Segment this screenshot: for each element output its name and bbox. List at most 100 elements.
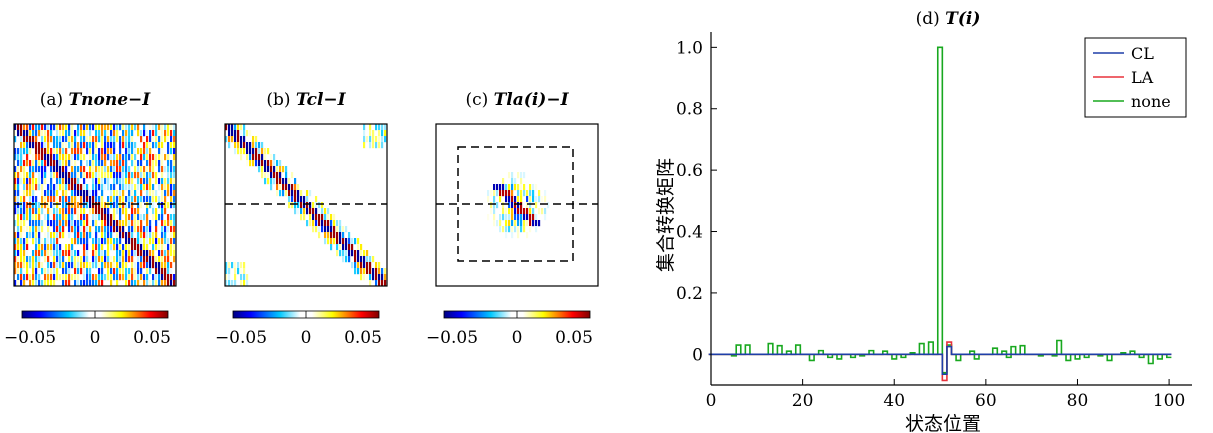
heatmap-a-cell [14,244,17,251]
heatmap-a-cell [92,196,95,203]
heatmap-a-cell [170,238,173,245]
heatmap-a-cell [125,268,128,275]
heatmap-a-cell [53,142,56,149]
heatmap-b-cell [333,238,336,245]
heatmap-a-cell [89,262,92,269]
heatmap-a-cell [14,196,17,203]
heatmap-c-cell [487,214,490,221]
heatmap-c-cell [511,178,514,185]
heatmap-b-cell [297,196,300,203]
heatmap-c-cell [505,184,508,191]
heatmap-a-cell [14,268,17,275]
heatmap-a-cell [125,142,128,149]
heatmap-a-cell [98,274,101,281]
heatmap-b-cell [267,166,270,173]
heatmap-a-cell [65,154,68,161]
heatmap-a-cell [95,238,98,245]
heatmap-a-cell [140,250,143,257]
heatmap-a-cell [14,136,17,143]
heatmap-c-cell [511,214,514,221]
heatmap-a-cell [116,124,119,131]
heatmap-a-cell [38,232,41,239]
heatmap-a-cell [59,130,62,137]
heatmap-b-cell [255,142,258,149]
heatmap-b-cell [273,172,276,179]
heatmap-a-cell [173,142,176,149]
heatmap-a-cell [98,280,101,286]
heatmap-a-cell [35,160,38,167]
heatmap-a-cell [98,250,101,257]
heatmap-a-cell [122,262,125,269]
heatmap-a-cell [50,238,53,245]
y-tick-label: 0.4 [676,223,703,243]
heatmap-a-cell [29,190,32,197]
heatmap-a-cell [170,244,173,251]
heatmap-c-cell [499,220,502,227]
heatmap-a-cell [143,280,146,286]
heatmap-a-cell [116,136,119,143]
heatmap-a-cell [110,148,113,155]
heatmap-a-cell [20,262,23,269]
heatmap-b-cell [237,268,240,275]
heatmap-a-cell [83,130,86,137]
heatmap-b-cell [321,226,324,233]
heatmap-c-cell [499,184,502,191]
heatmap-a-cell [158,166,161,173]
heatmap-a-cell [125,274,128,281]
heatmap-b-cell [228,130,231,137]
heatmap-a-cell [56,166,59,173]
heatmap-a-cell [134,280,137,286]
heatmap-a-cell [122,136,125,143]
heatmap-b-cell [288,202,291,209]
heatmap-a-cell [59,148,62,155]
heatmap-a-cell [83,280,86,286]
heatmap-a-cell [131,280,134,286]
heatmap-a-cell [95,244,98,251]
heatmap-a-cell [65,172,68,179]
heatmap-a-cell [29,202,32,209]
heatmap-a-cell [86,160,89,167]
heatmap-b-cell [279,178,282,185]
heatmap-a-cell [59,196,62,203]
heatmap-a-cell [35,124,38,131]
heatmap-a-cell [146,256,149,263]
heatmap-a-cell [20,166,23,173]
heatmap-b-cell [348,232,351,239]
heatmap-a-cell [170,190,173,197]
heatmap-a-cell [71,208,74,215]
heatmap-b-cell [372,256,375,263]
heatmap-c-cell [517,184,520,191]
heatmap-c-cell [526,190,529,197]
heatmap-b-cell [270,160,273,167]
heatmap-b-cell [360,268,363,275]
heatmap-b-cell [297,190,300,197]
heatmap-a-cell [119,190,122,197]
heatmap-a-cell [17,190,20,197]
heatmap-a-cell [62,274,65,281]
heatmap-a-cell [170,160,173,167]
heatmap-b-cell [297,184,300,191]
heatmap-a-cell [83,166,86,173]
heatmap-a-cell [107,184,110,191]
heatmap-a-cell [137,226,140,233]
heatmap-a-cell [143,250,146,257]
heatmap-a-cell [47,142,50,149]
heatmap-a-cell [161,184,164,191]
heatmap-a-cell [62,232,65,239]
heatmap-a-cell [173,166,176,173]
heatmap-a-cell [86,172,89,179]
heatmap-a-cell [83,142,86,149]
heatmap-a-cell [101,238,104,245]
heatmap-a-cell [167,184,170,191]
heatmap-a-cell [167,238,170,245]
heatmap-a-cell [53,220,56,227]
heatmap-a-cell [119,196,122,203]
heatmap-a-cell [155,124,158,131]
heatmap-b-cell [249,142,252,149]
heatmap-a-cell [131,208,134,215]
heatmap-b-cell [318,208,321,215]
heatmap-b-cell [273,160,276,167]
heatmap-b-cell [333,214,336,221]
heatmap-a-cell [56,274,59,281]
